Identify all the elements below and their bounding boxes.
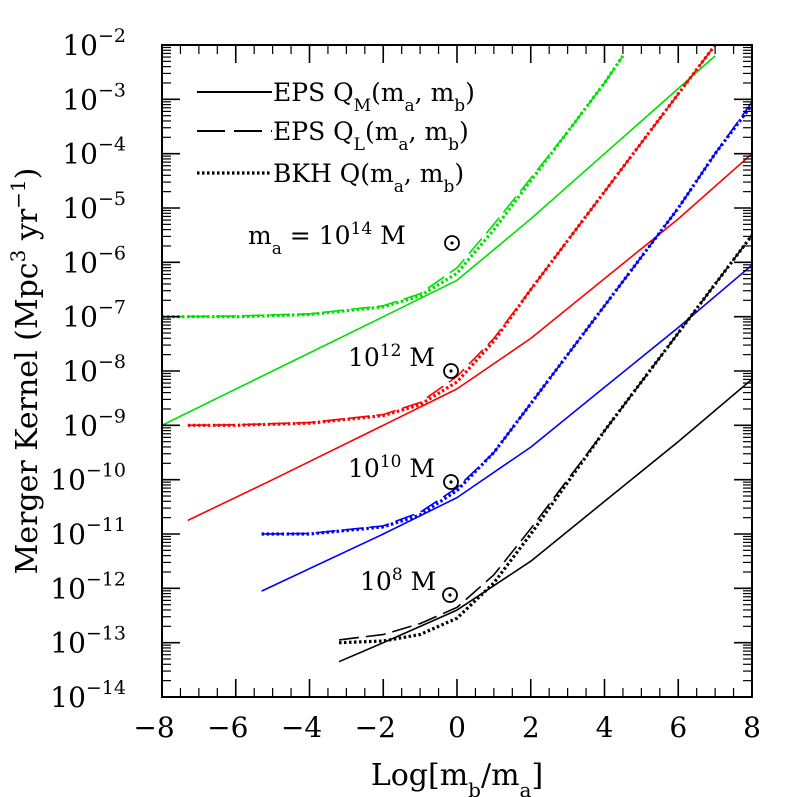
x-tick-label: −6 <box>207 711 248 744</box>
x-tick-label: 0 <box>448 711 466 744</box>
y-axis-title: Merger Kernel (Mpc3 yr−1) <box>6 168 45 575</box>
y-tick-label: 10−3 <box>62 79 126 116</box>
y-tick-label: 10−2 <box>62 25 126 62</box>
y-tick-label: 10−10 <box>50 460 126 497</box>
legend: EPS QM(ma, mb) EPS QL(ma, mb) BKH Q(ma, … <box>197 78 475 197</box>
legend-label-bkh-q: BKH Q(ma, mb) <box>273 159 464 197</box>
y-tick-label: 10−5 <box>62 188 126 225</box>
curve-10e10-dotted <box>261 103 752 536</box>
x-tick-label: 4 <box>596 711 614 744</box>
curve-10e12-solid <box>187 153 752 522</box>
annotation-ma-1e10: 1010 M <box>348 452 459 490</box>
y-tick-labels: 10−14 10−13 10−12 10−11 10−10 10−9 10−8 10−7 10−… <box>50 25 126 714</box>
plot-curves <box>162 45 752 663</box>
curve-10e14-solid <box>162 55 716 427</box>
x-tick-label: 8 <box>743 711 761 744</box>
curve-10e10-solid <box>261 264 752 592</box>
legend-label-eps-qm: EPS QM(ma, mb) <box>273 78 475 116</box>
x-tick-label: −4 <box>281 711 322 744</box>
y-tick-label: 10−11 <box>50 514 126 551</box>
plot-frame <box>161 44 753 698</box>
y-tick-label: 10−14 <box>50 677 126 714</box>
x-tick-label: 2 <box>522 711 540 744</box>
y-tick-label: 10−4 <box>62 134 126 171</box>
x-tick-label: −8 <box>133 711 174 744</box>
x-tick-label: 6 <box>669 711 687 744</box>
legend-label-eps-ql: EPS QL(ma, mb) <box>273 117 469 155</box>
curve-10e8-solid <box>338 378 752 663</box>
y-tick-label: 10−6 <box>62 242 126 279</box>
annotation-ma-1e12: 1012 M <box>348 341 459 379</box>
svg-text:1010 M: 1010 M <box>348 452 435 483</box>
y-tick-label: 10−8 <box>62 351 126 388</box>
curve-10e12-dotted <box>187 45 717 427</box>
curve-10e8-dashed <box>338 234 752 641</box>
x-axis-title: Log[mb/ma] <box>371 758 543 797</box>
svg-text:108 M: 108 M <box>360 565 436 596</box>
annotation-ma-1e8: 108 M <box>360 565 458 603</box>
y-tick-label: 10−13 <box>50 623 126 660</box>
y-tick-label: 10−9 <box>62 405 126 442</box>
annotation-ma-1e14: ma = 1014 M <box>248 219 460 259</box>
curve-10e8-dotted <box>338 234 752 645</box>
y-tick-label: 10−7 <box>62 297 126 334</box>
y-tick-label: 10−12 <box>50 568 126 605</box>
x-tick-label: −2 <box>355 711 396 744</box>
curve-10e14-dashed <box>162 55 624 318</box>
svg-text:1012 M: 1012 M <box>348 341 435 372</box>
svg-text:ma = 1014 M: ma = 1014 M <box>248 219 406 259</box>
x-tick-labels: −8 −6 −4 −2 0 2 4 6 8 <box>133 711 761 744</box>
